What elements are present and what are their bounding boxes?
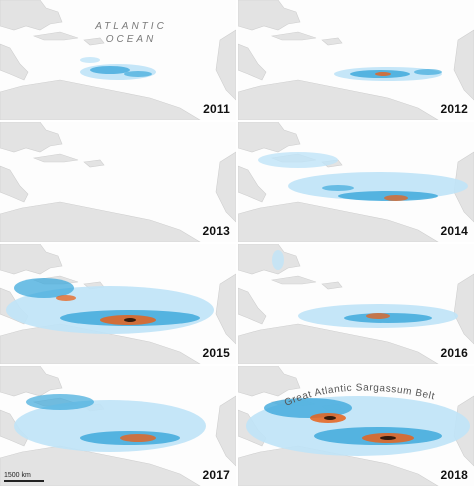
map-panel-2016: 2016 — [238, 244, 474, 364]
year-label-2012: 2012 — [440, 102, 468, 116]
map-2018: Great Atlantic Sargassum Belt — [238, 366, 474, 486]
sargassum-2011 — [80, 57, 156, 80]
land-shape-5 — [453, 273, 474, 345]
map-2012 — [238, 0, 474, 120]
map-2011 — [0, 0, 236, 120]
map-panel-2013: 2013 — [0, 122, 236, 242]
map-panel-2012: 2012 — [238, 0, 474, 120]
land-shape-0 — [238, 244, 301, 275]
land-shape-1 — [270, 275, 317, 285]
land-shape-5 — [215, 151, 236, 223]
sargassum-2015 — [6, 278, 214, 334]
year-label-2014: 2014 — [440, 224, 468, 238]
map-2013 — [0, 122, 236, 242]
land-shape-0 — [0, 366, 63, 397]
land-masses — [238, 0, 474, 120]
land-shape-2 — [83, 37, 105, 46]
scale-bar-line — [4, 480, 44, 482]
map-2015 — [0, 244, 236, 364]
year-label-2013: 2013 — [202, 224, 230, 238]
land-shape-4 — [238, 201, 439, 242]
land-shape-5 — [215, 395, 236, 467]
year-label-2016: 2016 — [440, 346, 468, 360]
land-shape-0 — [0, 244, 63, 275]
map-2016 — [238, 244, 474, 364]
sargassum-2017 — [14, 394, 206, 452]
land-shape-5 — [215, 273, 236, 345]
land-shape-2 — [83, 159, 105, 168]
land-shape-3 — [0, 165, 29, 203]
ocean-label: Atlantic Ocean — [86, 20, 176, 46]
land-shape-5 — [453, 29, 474, 101]
land-shape-5 — [215, 29, 236, 101]
year-label-2018: 2018 — [440, 468, 468, 482]
land-shape-1 — [32, 31, 79, 41]
map-panel-2017: 1500 km 2017 — [0, 366, 236, 486]
land-shape-0 — [0, 122, 63, 153]
land-shape-3 — [238, 43, 267, 81]
land-shape-0 — [0, 0, 63, 31]
land-shape-0 — [238, 122, 301, 153]
land-masses — [0, 0, 236, 120]
sargassum-2014 — [258, 152, 468, 201]
land-shape-0 — [238, 366, 301, 397]
sargassum-2018 — [246, 396, 470, 456]
scale-label: 1500 km — [4, 472, 31, 479]
land-shape-1 — [270, 31, 317, 41]
land-masses — [0, 244, 236, 364]
map-2014 — [238, 122, 474, 242]
year-label-2011: 2011 — [203, 102, 230, 116]
land-shape-0 — [238, 0, 301, 31]
map-panel-2014: 2014 — [238, 122, 474, 242]
map-2017 — [0, 366, 236, 486]
land-shape-4 — [0, 79, 201, 120]
land-shape-3 — [238, 165, 267, 203]
land-shape-3 — [0, 43, 29, 81]
land-shape-4 — [238, 323, 439, 364]
map-panel-2011: Atlantic Ocean 2011 — [0, 0, 236, 120]
land-shape-4 — [0, 201, 201, 242]
scale-bar: 1500 km — [4, 472, 44, 482]
land-shape-3 — [238, 287, 267, 325]
land-shape-4 — [238, 79, 439, 120]
map-panel-2015: 2015 — [0, 244, 236, 364]
sargassum-2016 — [272, 250, 458, 328]
sargassum-2012 — [334, 67, 442, 81]
year-label-2017: 2017 — [202, 468, 230, 482]
land-shape-2 — [321, 281, 343, 290]
year-label-2015: 2015 — [202, 346, 230, 360]
ocean-label-line2: Ocean — [105, 34, 157, 45]
land-shape-3 — [0, 409, 29, 447]
land-shape-2 — [321, 37, 343, 46]
land-masses — [0, 122, 236, 242]
land-masses — [0, 366, 236, 486]
map-panel-2018: Great Atlantic Sargassum Belt 2018 — [238, 366, 474, 486]
ocean-label-line1: Atlantic — [95, 21, 167, 32]
land-masses — [238, 244, 474, 364]
land-shape-1 — [32, 153, 79, 163]
